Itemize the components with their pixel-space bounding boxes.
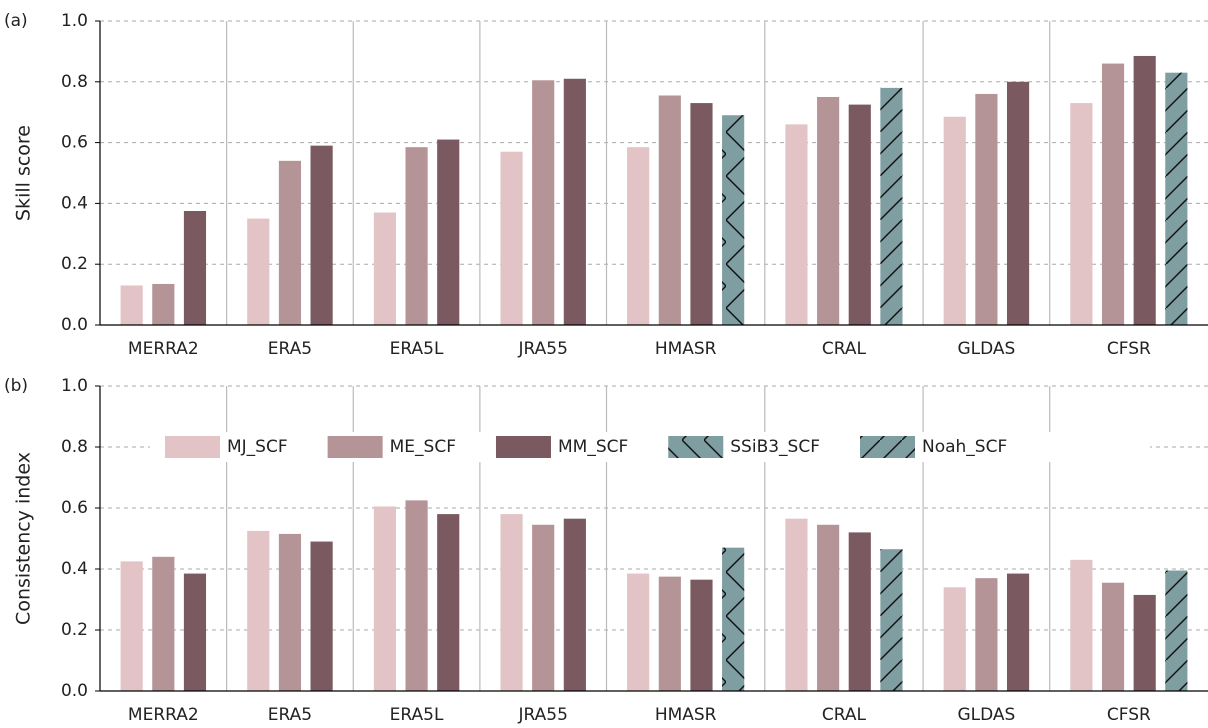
bar bbox=[532, 80, 555, 325]
bar bbox=[373, 506, 396, 691]
legend-label: SSiB3_SCF bbox=[730, 437, 820, 457]
legend-label: Noah_SCF bbox=[922, 437, 1007, 457]
bar bbox=[563, 518, 586, 691]
panel-label: (a) bbox=[4, 11, 28, 31]
bar-hatch bbox=[880, 87, 903, 325]
bar bbox=[278, 160, 302, 325]
bar bbox=[310, 541, 333, 691]
x-tick-label: HMASR bbox=[655, 339, 717, 359]
bar bbox=[1006, 573, 1030, 691]
bar bbox=[152, 556, 175, 691]
bar bbox=[817, 524, 840, 691]
legend-swatch bbox=[495, 436, 551, 458]
bar bbox=[437, 139, 460, 325]
legend-label: ME_SCF bbox=[390, 437, 456, 457]
y-tick-label: 0.0 bbox=[61, 315, 88, 335]
bar bbox=[247, 218, 270, 325]
y-tick-label: 0.8 bbox=[61, 437, 88, 457]
bar bbox=[278, 533, 302, 691]
bar bbox=[690, 579, 713, 691]
y-tick-label: 1.0 bbox=[61, 376, 88, 396]
bar bbox=[405, 147, 428, 325]
bar bbox=[785, 518, 808, 691]
bar bbox=[1133, 594, 1156, 691]
bar bbox=[943, 116, 966, 325]
bar bbox=[627, 147, 650, 325]
bar bbox=[658, 95, 681, 325]
x-tick-label: HMASR bbox=[655, 705, 717, 725]
bar bbox=[247, 530, 270, 691]
bar bbox=[1133, 55, 1156, 326]
bar-hatch bbox=[722, 115, 745, 326]
x-tick-label: GLDAS bbox=[957, 705, 1015, 725]
x-tick-label: MERRA2 bbox=[128, 705, 199, 725]
panel-label: (b) bbox=[4, 376, 28, 396]
x-tick-label: ERA5 bbox=[268, 339, 312, 359]
x-tick-label: JRA55 bbox=[517, 705, 567, 725]
bar bbox=[817, 97, 840, 325]
bar bbox=[183, 211, 207, 325]
y-tick-label: 0.0 bbox=[61, 681, 88, 701]
x-tick-label: ERA5L bbox=[390, 339, 444, 359]
y-tick-label: 0.2 bbox=[61, 620, 88, 640]
legend-hatch bbox=[860, 436, 915, 458]
bar bbox=[500, 151, 523, 325]
bar bbox=[848, 104, 871, 325]
bar bbox=[500, 514, 523, 691]
bar bbox=[563, 78, 586, 325]
x-tick-label: CFSR bbox=[1107, 339, 1151, 359]
legend-swatch bbox=[165, 436, 220, 458]
y-tick-label: 0.4 bbox=[61, 559, 88, 579]
bar bbox=[120, 561, 143, 691]
bar bbox=[310, 145, 333, 325]
y-axis-label: Skill score bbox=[13, 125, 35, 221]
bar bbox=[975, 93, 998, 326]
x-tick-label: CFSR bbox=[1107, 705, 1151, 725]
legend-label: MJ_SCF bbox=[227, 437, 288, 457]
bar bbox=[120, 285, 143, 325]
x-tick-label: ERA5 bbox=[268, 705, 312, 725]
bar bbox=[1006, 81, 1030, 325]
bar bbox=[690, 103, 713, 325]
legend-background bbox=[150, 432, 1150, 462]
y-tick-label: 0.4 bbox=[61, 193, 88, 213]
x-tick-label: ERA5L bbox=[390, 705, 444, 725]
x-tick-label: CRAL bbox=[822, 705, 867, 725]
bar-hatch bbox=[1165, 570, 1188, 691]
bar bbox=[943, 587, 966, 691]
bar bbox=[373, 212, 396, 325]
bar-hatch bbox=[722, 547, 745, 691]
y-tick-label: 1.0 bbox=[61, 11, 88, 31]
x-tick-label: CRAL bbox=[822, 339, 867, 359]
bar bbox=[975, 578, 998, 691]
y-tick-label: 0.8 bbox=[61, 72, 88, 92]
bar-hatch bbox=[880, 549, 903, 691]
bar bbox=[848, 532, 871, 691]
legend-swatch bbox=[327, 436, 383, 458]
bar bbox=[627, 573, 650, 691]
bar bbox=[405, 500, 428, 691]
y-tick-label: 0.6 bbox=[61, 133, 88, 153]
bar bbox=[183, 573, 207, 691]
x-tick-label: JRA55 bbox=[517, 339, 567, 359]
y-tick-label: 0.2 bbox=[61, 254, 88, 274]
legend-hatch bbox=[668, 436, 724, 458]
bar bbox=[532, 524, 555, 691]
legend-label: MM_SCF bbox=[558, 437, 628, 457]
bar bbox=[437, 514, 460, 691]
x-tick-label: MERRA2 bbox=[128, 339, 199, 359]
bar bbox=[785, 124, 808, 325]
y-axis-label: Consistency index bbox=[13, 452, 35, 625]
bar-hatch bbox=[1165, 72, 1188, 326]
bar bbox=[1070, 103, 1093, 325]
bar bbox=[1101, 63, 1125, 326]
y-tick-label: 0.6 bbox=[61, 498, 88, 518]
bar bbox=[658, 576, 681, 691]
bar bbox=[152, 283, 175, 325]
bar bbox=[1101, 582, 1125, 691]
x-tick-label: GLDAS bbox=[957, 339, 1015, 359]
bar bbox=[1070, 559, 1093, 691]
